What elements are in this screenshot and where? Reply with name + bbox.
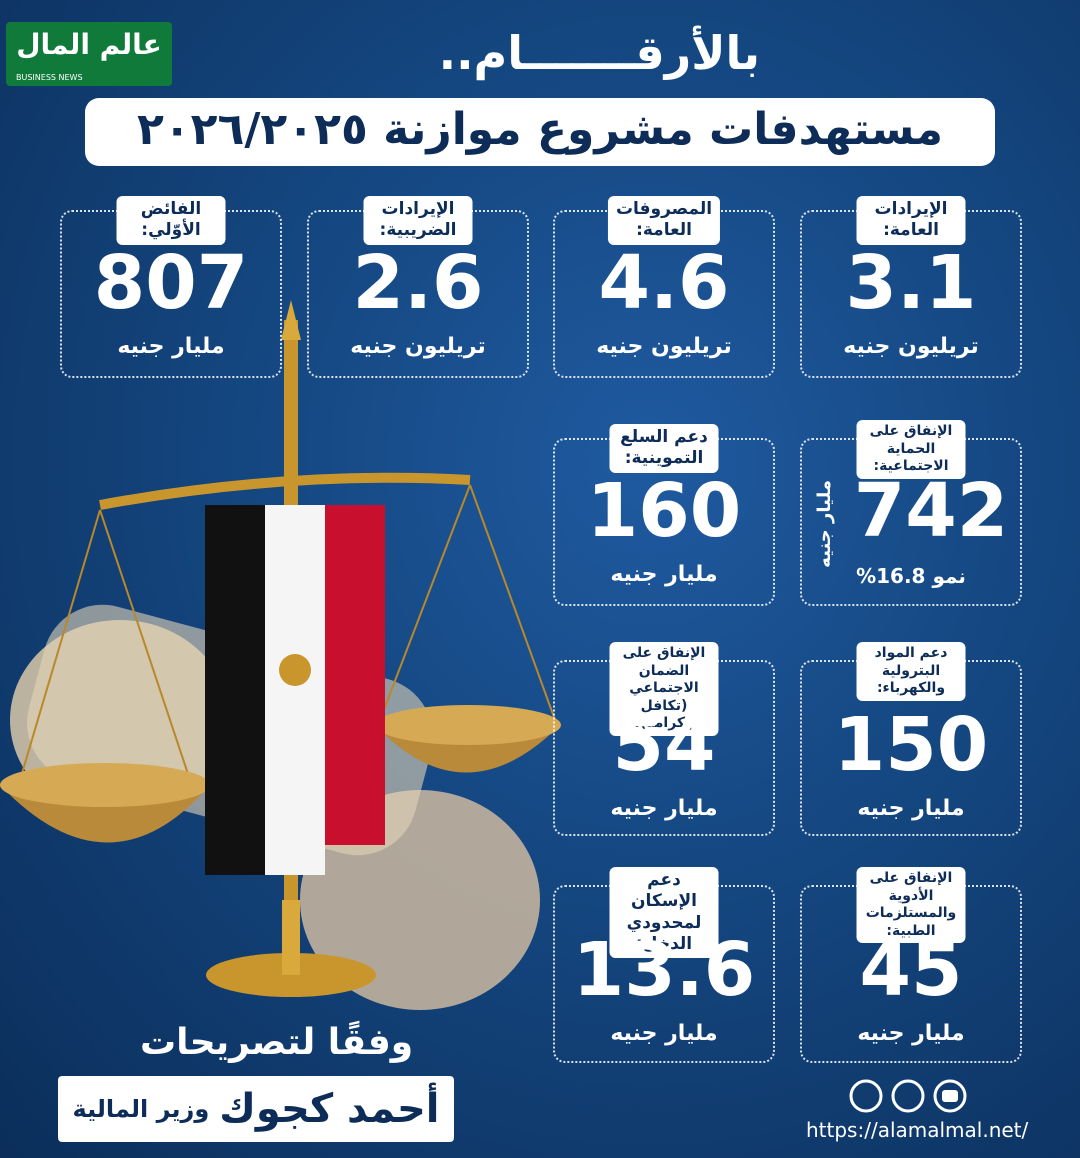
card-unit: مليار جنيه [814,480,835,568]
minister-role: وزير المالية [72,1095,210,1123]
card-value: 160 [586,468,742,554]
card-label: الإنفاق على الحماية الاجتماعية: [856,420,966,479]
card-value: 150 [833,702,989,788]
title-box: مستهدفات مشروع موازنة ٢٠٢٦/٢٠٢٥ [85,98,995,166]
card-value: 13.6 [572,927,756,1013]
minister-name: أحمد كجوك [219,1086,440,1132]
stat-card: الإنفاق على الحماية الاجتماعية: 742 مليار … [800,420,1022,606]
card-label: الإنفاق على الأدوية والمستلزمات الطبية: [856,867,966,943]
source: وفقًا لتصريحات [140,1022,414,1063]
stat-card: الإنفاق على الضمان الاجتماعي (تكافل وكرا… [553,642,775,836]
card-unit: مليار جنيه [610,796,718,821]
stat-card: دعم المواد البترولية والكهرباء: 150 مليار … [800,642,1022,836]
card-unit: تريليون جنيه [596,334,732,359]
card-value: 742 [853,468,1009,554]
card-label: الإيرادات العامة: [856,196,966,245]
card-label: دعم المواد البترولية والكهرباء: [856,642,966,701]
card-unit: مليار جنيه [857,796,965,821]
card-value: 45 [859,927,963,1013]
stat-card: دعم السلع التموينية: 160 مليار جنيه [553,424,775,606]
stat-card: الإيرادات الضريبية: 2.6 تريليون جنيه [307,196,529,378]
logo: عالم المال BUSINESS NEWS [6,22,172,86]
stat-card: الفائض الأوّلي: 807 مليار جنيه [60,196,282,378]
title: مستهدفات مشروع موازنة ٢٠٢٦/٢٠٢٥ [136,104,944,155]
card-label: الإنفاق على الضمان الاجتماعي (تكافل وكرا… [609,642,719,736]
stat-card: الإيرادات العامة: 3.1 تريليون جنيه [800,196,1022,378]
card-unit: مليار جنيه [857,1021,965,1046]
card-unit: تريليون جنيه [350,334,486,359]
card-label: المصروفات العامة: [607,196,721,245]
card-label: دعم السلع التموينية: [609,424,719,473]
card-label: دعم الإسكان لمحدودي الدخل: [609,867,719,958]
card-unit: تريليون جنيه [843,334,979,359]
card-note: نمو 16.8% [856,564,966,588]
logo-title: عالم المال [16,28,162,61]
card-value: 54 [612,702,716,788]
minister-box: أحمد كجوك وزير المالية [58,1076,454,1142]
card-value: 3.1 [845,240,977,326]
card-label: الإيرادات الضريبية: [363,196,473,245]
url[interactable]: https://alamalmal.net/ [806,1118,1029,1142]
card-unit: مليار جنيه [117,334,225,359]
stat-card: المصروفات العامة: 4.6 تريليون جنيه [553,196,775,378]
card-value: 807 [93,240,249,326]
card-unit: مليار جنيه [610,1021,718,1046]
card-label: الفائض الأوّلي: [116,196,226,245]
card-value: 2.6 [352,240,484,326]
kicker: بالأرقـــــــام.. [438,26,760,80]
logo-subtitle: BUSINESS NEWS [16,73,83,82]
stat-card: الإنفاق على الأدوية والمستلزمات الطبية: 4… [800,867,1022,1063]
card-unit: مليار جنيه [610,562,718,587]
stat-card: دعم الإسكان لمحدودي الدخل: 13.6 مليار جنيه [553,867,775,1063]
card-value: 4.6 [598,240,730,326]
